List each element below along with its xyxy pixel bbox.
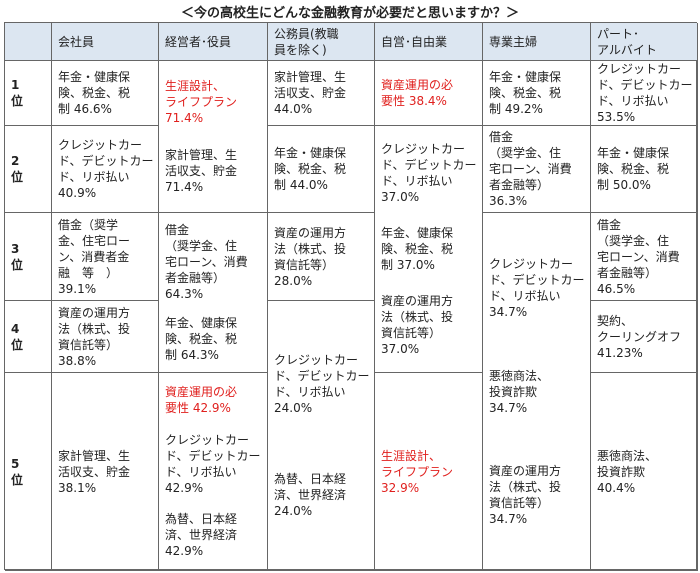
- rank-cell: 1 位: [5, 61, 52, 126]
- answer-item: 悪徳商法、 投資詐欺 34.7%: [489, 368, 550, 415]
- answer-item: クレジットカー ド、デビットカー ド、リボ払い 37.0%: [381, 142, 477, 204]
- table-cell: 借金 （奨学金、住 宅ローン、消費 者金融等） 36.3%: [483, 126, 591, 213]
- table-cell: クレジットカー ド、デビットカー ド、リボ払い 40.9%: [52, 126, 159, 213]
- table-cell: 資産の運用方 法（株式、投 資信託等） 38.8%: [52, 301, 159, 373]
- column-header-label: 自営･自由業: [381, 34, 448, 49]
- answer-item: 年金・健康保 険、税金、税 制 49.2%: [489, 70, 562, 116]
- column-header: 会社員: [52, 23, 159, 61]
- answer-item: 生涯設計、 ライフプラン 71.4%: [165, 78, 238, 125]
- answer-item: クレジットカー ド、デビットカー ド、リボ払い 34.7%: [489, 256, 585, 319]
- table-cell: 年金・健康保 険、税金、税 制 44.0%: [268, 126, 375, 213]
- column-header-label: 経営者･役員: [165, 34, 232, 49]
- column-header-label: 会社員: [58, 34, 95, 49]
- column-header: 公務員(教職 員を除く): [268, 23, 375, 61]
- column-header: 自営･自由業: [375, 23, 483, 61]
- table-cell: 家計管理、生 活収支、貯金 44.0%: [268, 61, 375, 126]
- answer-item: 資産の運用方 法（株式、投 資信託等） 37.0%: [381, 294, 454, 356]
- answer-item: 契約、 クーリングオフ 41.23%: [597, 313, 682, 360]
- table-cell: 生涯設計、 ライフプラン 71.4% 家計管理、生 活収支、貯金 71.4%: [159, 61, 268, 213]
- table-cell: 年金・健康保 険、税金、税 制 46.6%: [52, 61, 159, 126]
- table-cell: 年金・健康保 険、税金、税 制 49.2%: [483, 61, 591, 126]
- answer-item: 資産の運用方 法（株式、投 資信託等） 28.0%: [274, 225, 347, 288]
- answer-item: 年金、健康保 険、税金、税 制 64.3%: [165, 316, 238, 363]
- rank-cell: 5 位: [5, 373, 52, 571]
- answer-item: クレジットカー ド、デビットカー ド、リボ払い 53.5%: [597, 62, 693, 124]
- table-cell: 借金 （奨学金、住 宅ローン、消費 者金融等） 46.5%: [591, 213, 698, 301]
- table-cell: 資産運用の必 要性 42.9% クレジットカー ド、デビットカー ド、リボ払い 4…: [159, 373, 268, 571]
- column-header-label: パート･ アルバイト: [597, 26, 657, 57]
- header-corner: [5, 23, 52, 61]
- answer-item: 生涯設計、 ライフプラン 32.9%: [381, 448, 454, 495]
- answer-item: 家計管理、生 活収支、貯金 71.4%: [165, 148, 238, 195]
- column-header: 専業主婦: [483, 23, 591, 61]
- answer-item: 資産運用の必 要性 42.9%: [165, 384, 238, 415]
- table-cell: 悪徳商法、 投資詐欺 40.4%: [591, 373, 698, 571]
- rank-label: 3 位: [11, 241, 24, 272]
- answer-item: クレジットカー ド、デビットカー ド、リボ払い 24.0%: [274, 352, 370, 415]
- column-header-label: 専業主婦: [489, 34, 538, 49]
- table-cell: クレジットカー ド、デビットカー ド、リボ払い 37.0% 年金、健康保 険、税金…: [375, 126, 483, 373]
- rank-label: 5 位: [11, 456, 24, 487]
- table-cell: 生涯設計、 ライフプラン 32.9%: [375, 373, 483, 571]
- answer-item: 為替、日本経 済、世界経済 24.0%: [274, 472, 347, 519]
- rank-label: 2 位: [11, 154, 24, 184]
- rank-cell: 2 位: [5, 126, 52, 213]
- column-header: パート･ アルバイト: [591, 23, 698, 61]
- answer-item: 家計管理、生 活収支、貯金 38.1%: [58, 448, 131, 495]
- table-cell: クレジットカー ド、デビットカー ド、リボ払い 53.5%: [591, 61, 698, 126]
- answer-item: クレジットカー ド、デビットカー ド、リボ払い 42.9%: [165, 432, 261, 495]
- answer-item: 年金・健康保 険、税金、税 制 44.0%: [274, 146, 347, 192]
- answer-item: 借金（奨学 金、住宅ロー ン、消費者金 融 等 ） 39.1%: [58, 217, 131, 296]
- answer-item: 為替、日本経 済、世界経済 42.9%: [165, 512, 238, 559]
- answer-item: 借金 （奨学金、住 宅ローン、消費 者金融等） 46.5%: [597, 217, 680, 296]
- rank-label: 4 位: [11, 321, 24, 352]
- table-cell: 借金 （奨学金、住 宅ローン、消費 者金融等） 64.3% 年金、健康保 険、税金…: [159, 213, 268, 373]
- rank-cell: 3 位: [5, 213, 52, 301]
- answer-item: 借金 （奨学金、住 宅ローン、消費 者金融等） 36.3%: [489, 130, 572, 208]
- page-title: ＜今の高校生にどんな金融教育が必要だと思いますか？＞: [180, 6, 519, 21]
- table-cell: クレジットカー ド、デビットカー ド、リボ払い 24.0% 為替、日本経 済、世界…: [268, 301, 375, 571]
- table-cell: 契約、 クーリングオフ 41.23%: [591, 301, 698, 373]
- table-cell: 家計管理、生 活収支、貯金 38.1%: [52, 373, 159, 571]
- answer-item: 資産の運用方 法（株式、投 資信託等） 38.8%: [58, 305, 131, 368]
- column-header: 経営者･役員: [159, 23, 268, 61]
- table-cell: クレジットカー ド、デビットカー ド、リボ払い 34.7% 悪徳商法、 投資詐欺 …: [483, 213, 591, 571]
- table-cell: 資産運用の必 要性 38.4%: [375, 61, 483, 126]
- answer-item: 悪徳商法、 投資詐欺 40.4%: [597, 448, 658, 495]
- answer-item: 借金 （奨学金、住 宅ローン、消費 者金融等） 64.3%: [165, 222, 248, 301]
- answer-item: 年金・健康保 険、税金、税 制 46.6%: [58, 70, 131, 116]
- answer-item: 資産の運用方 法（株式、投 資信託等） 34.7%: [489, 464, 562, 527]
- answer-item: 年金・健康保 険、税金、税 制 50.0%: [597, 146, 670, 192]
- answer-item: クレジットカー ド、デビットカー ド、リボ払い 40.9%: [58, 138, 154, 200]
- table-cell: 年金・健康保 険、税金、税 制 50.0%: [591, 126, 698, 213]
- table-cell: 借金（奨学 金、住宅ロー ン、消費者金 融 等 ） 39.1%: [52, 213, 159, 301]
- rank-label: 1 位: [11, 78, 24, 108]
- rank-cell: 4 位: [5, 301, 52, 373]
- answer-item: 家計管理、生 活収支、貯金 44.0%: [274, 70, 347, 116]
- survey-table: 1 位 2 位 3 位 4 位 5 位 会社員年金・健康保 険、税金、税 制 46.6% ク…: [4, 22, 698, 571]
- column-header-label: 公務員(教職 員を除く): [274, 26, 339, 57]
- answer-item: 資産運用の必 要性 38.4%: [381, 78, 454, 108]
- table-cell: 資産の運用方 法（株式、投 資信託等） 28.0%: [268, 213, 375, 301]
- answer-item: 年金、健康保 険、税金、税 制 37.0%: [381, 226, 454, 272]
